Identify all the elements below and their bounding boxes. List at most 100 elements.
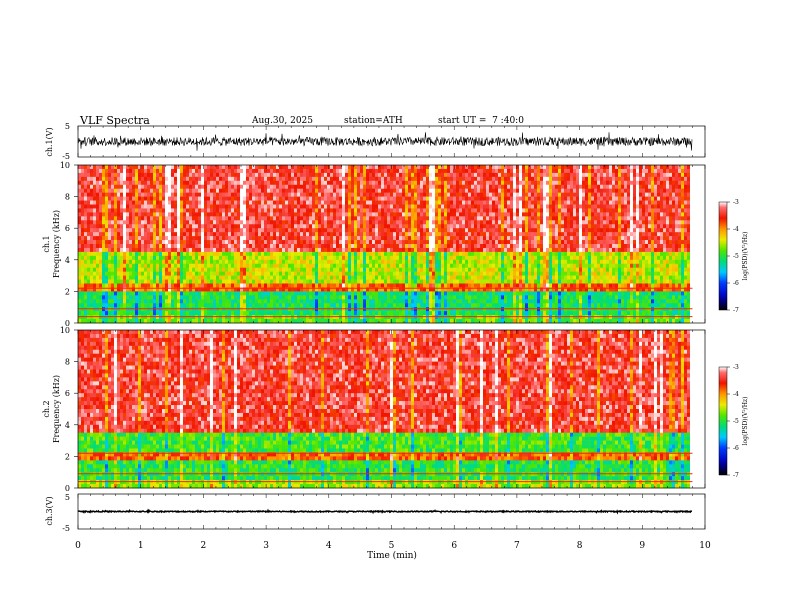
spectrogram-cell xyxy=(399,247,402,253)
spectrogram-cell xyxy=(288,184,291,189)
spectrogram-cell xyxy=(348,196,351,201)
spectrogram-cell xyxy=(249,208,252,213)
spectrogram-cell xyxy=(96,311,99,316)
spectrogram-cell xyxy=(90,271,93,276)
spectrogram-cell xyxy=(201,311,204,316)
spectrogram-cell xyxy=(348,224,351,229)
spectrogram-cell xyxy=(357,295,360,300)
spectrogram-cell xyxy=(423,251,426,257)
spectrogram-cell xyxy=(102,168,105,174)
spectrogram-cell xyxy=(165,307,168,312)
spectrogram-cell xyxy=(150,204,153,209)
spectrogram-cell xyxy=(243,259,246,265)
spectrogram-cell xyxy=(189,168,192,174)
spectrogram-cell xyxy=(78,168,81,174)
spectrogram-cell xyxy=(276,204,279,209)
spectrogram-cell xyxy=(186,192,189,197)
spectrogram-cell xyxy=(165,165,168,170)
spectrogram-cell xyxy=(327,228,330,233)
spectrogram-cell xyxy=(153,287,156,292)
spectrogram-cell xyxy=(171,267,174,272)
spectrogram-cell xyxy=(180,303,183,308)
spectrogram-cell xyxy=(201,204,204,209)
spectrogram-cell xyxy=(111,279,114,284)
spectrogram-cell xyxy=(168,224,171,229)
spectrogram-cell xyxy=(126,240,129,245)
spectrogram-cell xyxy=(147,188,150,193)
spectrogram-cell xyxy=(396,216,399,221)
spectrogram-cell xyxy=(441,299,444,304)
spectrogram-cell xyxy=(315,295,318,300)
spectrogram-cell xyxy=(345,192,348,197)
spectrogram-cell xyxy=(306,196,309,201)
spectrogram-cell xyxy=(270,236,273,241)
spectrogram-cell xyxy=(324,287,327,292)
spectrogram-cell xyxy=(117,279,120,284)
spectrogram-cell xyxy=(351,184,354,189)
spectrogram-cell xyxy=(276,319,279,324)
spectrogram-cell xyxy=(189,275,192,280)
spectrogram-cell xyxy=(273,180,276,186)
spectrogram-cell xyxy=(78,283,81,288)
spectrogram-cell xyxy=(291,184,294,189)
spectrogram-cell xyxy=(270,259,273,265)
spectrogram-cell xyxy=(321,208,324,213)
spectrogram-cell xyxy=(87,279,90,284)
spectrogram-cell xyxy=(87,307,90,312)
spectrogram-cell xyxy=(324,212,327,217)
waveform-ch1-ytick-top: 5 xyxy=(65,122,70,131)
spectrogram-cell xyxy=(390,287,393,292)
spectrogram-cell xyxy=(441,279,444,284)
spectrogram-cell xyxy=(321,263,324,268)
spectrogram-cell xyxy=(402,315,405,320)
spectrogram-cell xyxy=(135,204,138,209)
spectrogram-cell xyxy=(192,236,195,241)
spectrogram-cell xyxy=(78,255,81,261)
spectrogram-cell xyxy=(234,291,237,296)
spectrogram-cell xyxy=(261,200,264,205)
spectrogram-cell xyxy=(192,311,195,316)
spectrogram-cell xyxy=(147,232,150,237)
spectrogram-cell xyxy=(264,311,267,316)
spectrogram-cell xyxy=(108,216,111,221)
spectrogram-cell xyxy=(252,315,255,320)
spectrogram-cell xyxy=(381,228,384,233)
spectrogram-cell xyxy=(252,196,255,201)
spectrogram-cell xyxy=(120,172,123,178)
spectrogram-cell xyxy=(333,271,336,276)
spectrogram-cell xyxy=(171,165,174,170)
spectrogram-cell xyxy=(429,275,432,280)
spectrogram-cell xyxy=(381,259,384,265)
spectrogram-cell xyxy=(369,168,372,174)
spectrogram-cell xyxy=(405,251,408,257)
spectrogram-cell xyxy=(366,303,369,308)
spectrogram-cell xyxy=(117,307,120,312)
spectrogram-cell xyxy=(303,307,306,312)
spectrogram-cell xyxy=(360,165,363,170)
spectrogram-cell xyxy=(153,224,156,229)
spectrogram-cell xyxy=(198,240,201,245)
spectrogram-cell xyxy=(222,184,225,189)
spectrogram-cell xyxy=(222,299,225,304)
spectrogram-cell xyxy=(96,240,99,245)
spectrogram-cell xyxy=(93,240,96,245)
spectrogram-cell xyxy=(384,184,387,189)
spectrogram-cell xyxy=(309,184,312,189)
spectrogram-cell xyxy=(171,295,174,300)
spectrogram-cell xyxy=(330,247,333,253)
spectrogram-cell xyxy=(396,224,399,229)
spectrogram-cell xyxy=(195,247,198,253)
spectrogram-cell xyxy=(228,255,231,261)
spectrogram-cell xyxy=(423,303,426,308)
spectrogram-cell xyxy=(321,303,324,308)
spectrogram-cell xyxy=(159,247,162,253)
spectrogram-cell xyxy=(183,247,186,253)
spectrogram-cell xyxy=(201,216,204,221)
spectrogram-cell xyxy=(147,255,150,261)
spectrogram-cell xyxy=(195,220,198,225)
spectrogram-cell xyxy=(435,287,438,292)
spectrogram-cell xyxy=(345,168,348,174)
spectrogram-cell xyxy=(327,275,330,280)
spectrogram-cell xyxy=(180,240,183,245)
start-time-label: start UT = 7 :40:0 xyxy=(438,116,524,126)
